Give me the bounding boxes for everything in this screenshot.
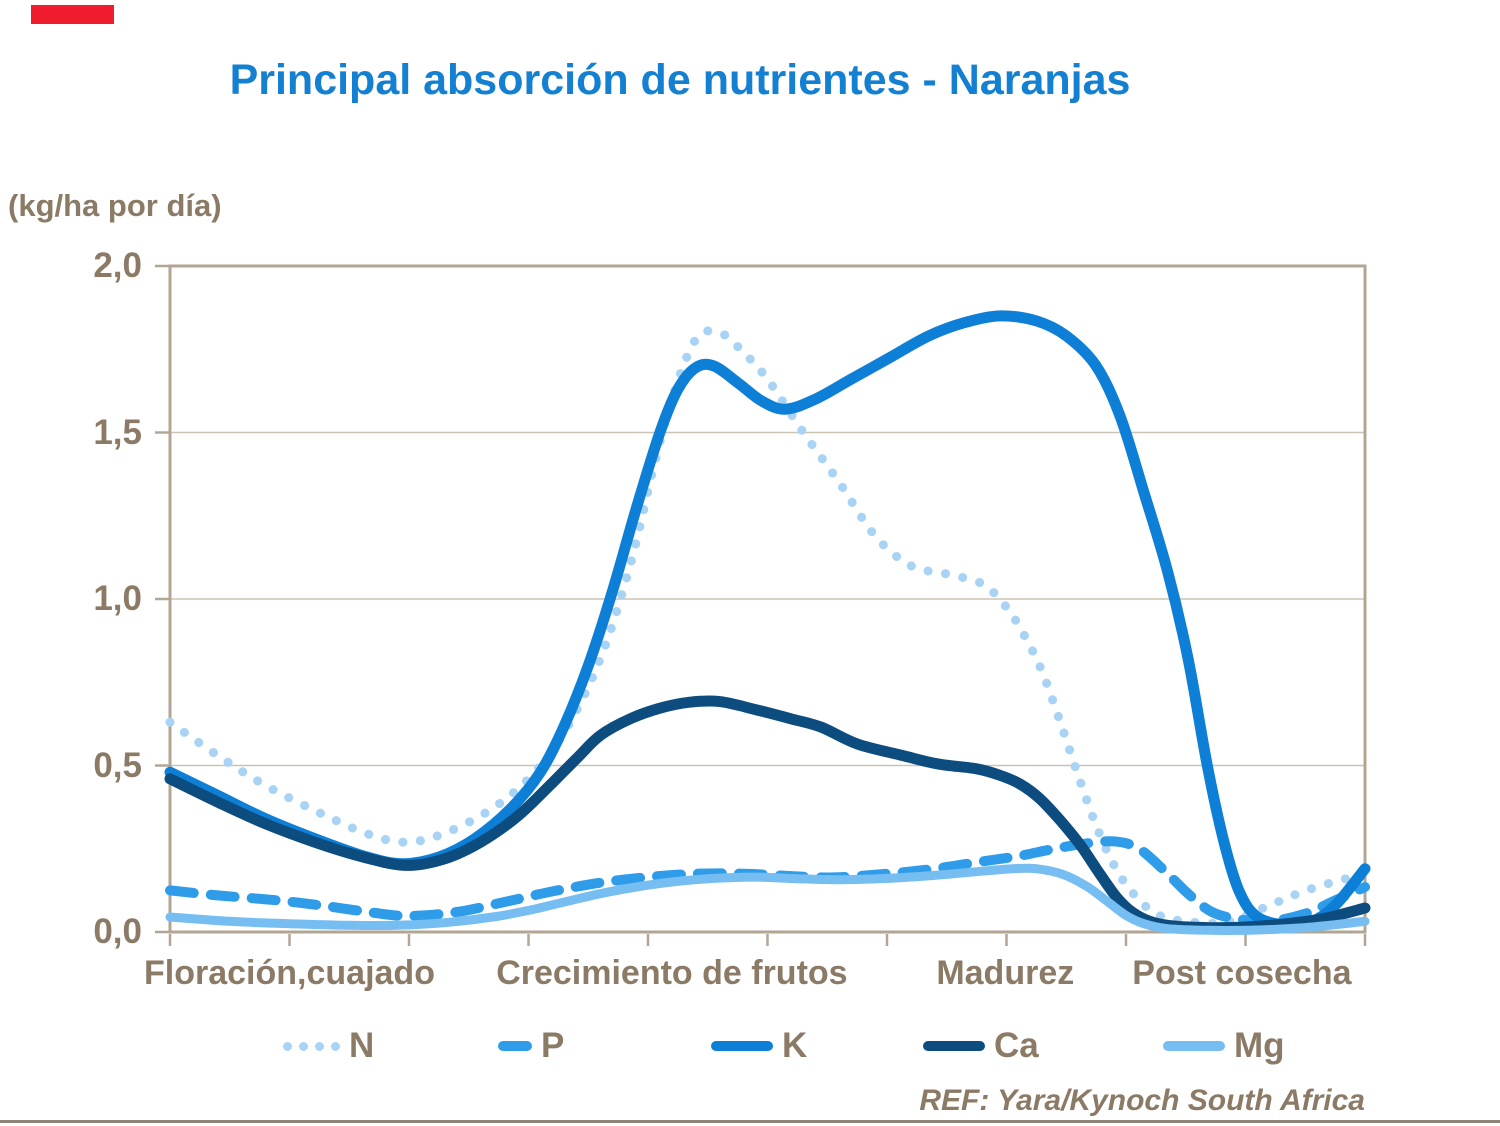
x-category-label: Floración,cuajado [144, 954, 435, 992]
legend-swatch-ca [923, 1041, 985, 1051]
y-tick-label-0-5: 0,5 [93, 745, 142, 785]
legend-label-p: P [541, 1026, 565, 1065]
legend-item-k: K [711, 1022, 807, 1070]
legend-item-n: N [283, 1022, 374, 1070]
series-line-mg [165, 863, 1370, 935]
plot-area [155, 264, 1371, 946]
legend-swatch-n [283, 1041, 340, 1051]
legend-item-p: P [498, 1022, 564, 1070]
reference-text: REF: Yara/Kynoch South Africa [919, 1084, 1365, 1117]
chart-legend: N P K Ca Mg [0, 1022, 1500, 1070]
legend-label-mg: Mg [1234, 1026, 1285, 1065]
series-line-k [164, 310, 1371, 932]
legend-item-mg: Mg [1163, 1022, 1285, 1070]
legend-label-n: N [349, 1026, 375, 1065]
x-category-label: Madurez [936, 954, 1075, 992]
legend-swatch-mg [1163, 1041, 1225, 1051]
y-tick-label-2-0: 2,0 [93, 246, 142, 285]
legend-label-ca: Ca [994, 1026, 1039, 1065]
y-axis-unit-label: (kg/ha por día) [8, 188, 222, 223]
series-line-p [165, 836, 1370, 927]
legend-swatch-k [711, 1041, 773, 1051]
x-category-label: Crecimiento de frutos [496, 954, 848, 992]
y-tick-label-0-0: 0,0 [93, 912, 142, 951]
chart-canvas [155, 264, 1371, 946]
y-tick-label-1-0: 1,0 [93, 579, 142, 618]
chart-title: Principal absorción de nutrientes - Nara… [229, 56, 1131, 104]
red-accent-bar [31, 5, 114, 24]
x-category-label: Post cosecha [1132, 954, 1352, 992]
legend-swatch-p [498, 1041, 532, 1051]
series-line-n [165, 326, 1370, 928]
legend-item-ca: Ca [923, 1022, 1039, 1070]
y-tick-label-1-5: 1,5 [93, 412, 142, 452]
legend-label-k: K [782, 1026, 808, 1065]
footer-divider-line [0, 1120, 1500, 1123]
